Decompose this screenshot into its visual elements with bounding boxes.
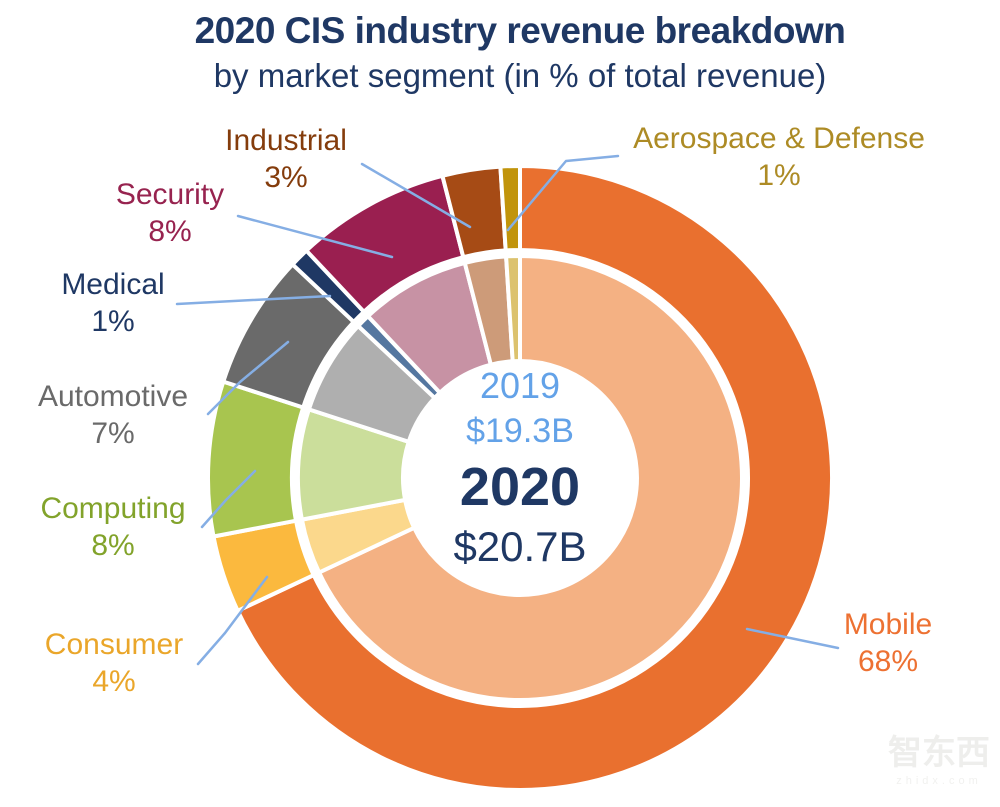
segment-pct: 1% [91,305,135,338]
segment-label-automotive: Automotive 7% [3,378,223,452]
page-title: 2020 CIS industry revenue breakdown [194,10,846,51]
leader-line-consumer [196,575,269,666]
leader-line-aerospace [506,154,620,232]
page-subtitle: by market segment (in % of total revenue… [213,57,827,94]
segment-label-aerospace-defense: Aerospace & Defense 1% [609,120,949,194]
title-block: 2020 CIS industry revenue breakdown by m… [40,8,1000,97]
segment-name: Automotive [37,380,189,413]
segment-label-industrial: Industrial 3% [176,122,396,196]
segment-mobile-2020 [235,164,834,792]
leader-line-automotive [206,340,290,416]
center-year-2020: 2020 [459,457,581,517]
segment-label-mobile: Mobile 68% [808,606,968,680]
segment-aerospace-2019 [504,253,522,364]
segment-aerospace-2020 [498,163,522,253]
segment-label-security: Security 8% [70,176,270,250]
segment-pct: 8% [91,529,135,562]
leader-line-mobile [745,627,840,650]
leader-line-medical [175,294,332,306]
segment-name: Medical [61,268,165,301]
leader-line-security [236,214,394,259]
segment-pct: 4% [92,665,136,698]
segment-pct: 7% [91,417,135,450]
leader-line-computing [200,469,257,529]
segment-pct: 68% [857,645,919,678]
segment-name: Consumer [44,628,184,661]
center-year-2019: 2019 [479,365,561,406]
segment-label-medical: Medical 1% [23,266,203,340]
segment-name: Security [115,178,225,211]
segment-name: Aerospace & Defense [633,122,925,155]
leader-line-industrial [360,162,472,229]
center-revenue-2020: $20.7B [453,523,587,570]
segment-name: Computing [40,492,186,525]
center-revenue-2019: $19.3B [466,412,574,450]
watermark-logo: 智东西 [888,734,990,772]
segment-pct: 8% [148,215,192,248]
segment-mobile-2019 [317,254,744,702]
donut-center-labels: 2019 $19.3B 2020 $20.7B [370,364,670,574]
watermark: 智东西 zhidx.com [888,734,990,787]
segment-label-consumer: Consumer 4% [14,626,214,700]
segment-label-computing: Computing 8% [8,490,218,564]
segment-name: Mobile [843,608,933,641]
watermark-domain: zhidx.com [896,775,982,787]
segment-pct: 3% [264,161,308,194]
segment-name: Industrial [225,124,347,157]
segment-pct: 1% [757,159,801,192]
